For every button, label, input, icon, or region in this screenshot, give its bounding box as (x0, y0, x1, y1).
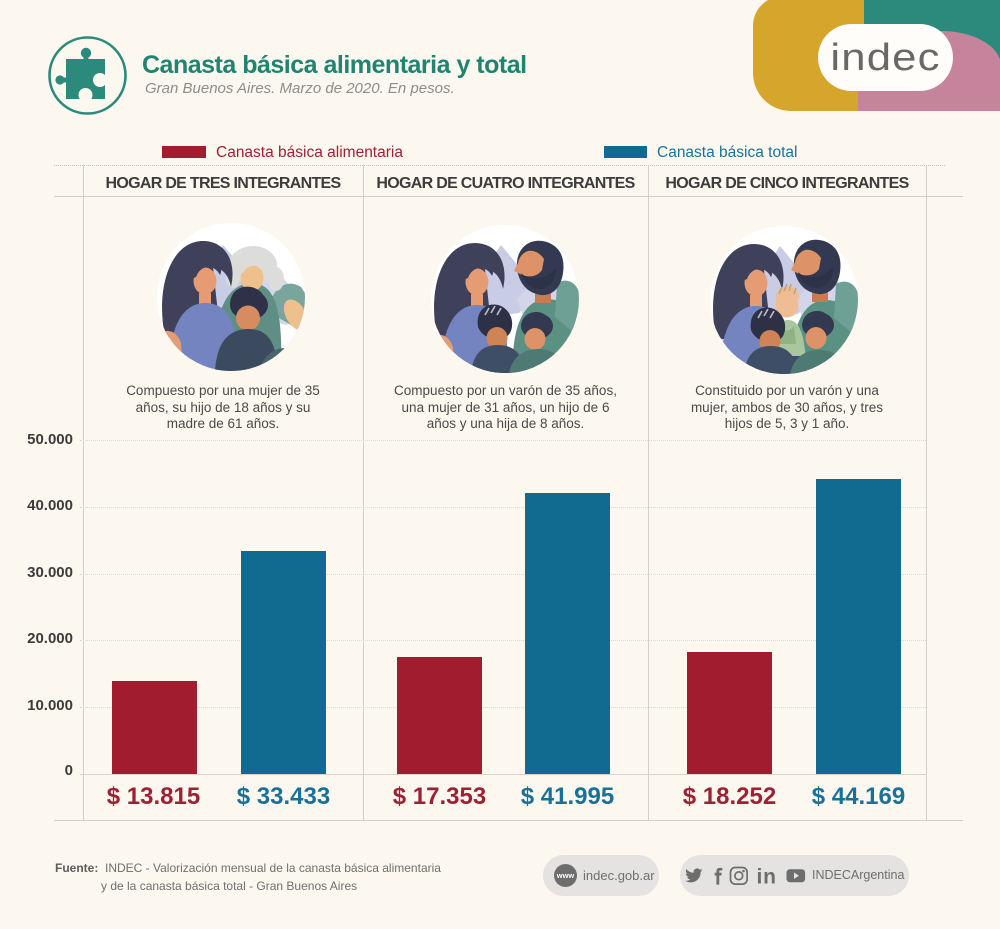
svg-text:in: in (757, 866, 777, 889)
